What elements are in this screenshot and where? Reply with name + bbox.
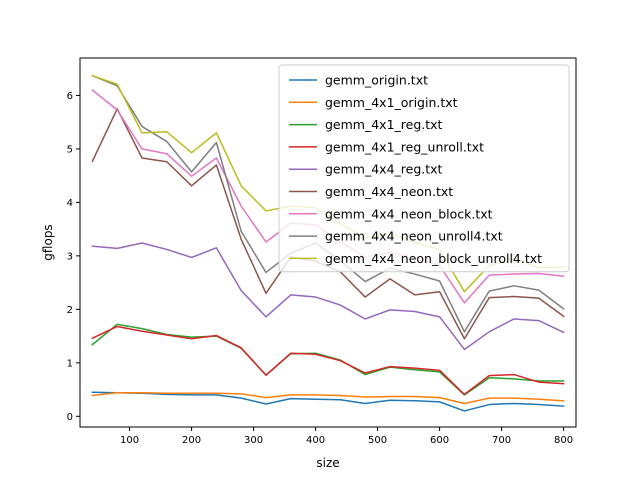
x-tick-label: 700 <box>492 435 511 446</box>
y-tick-label: 0 <box>67 412 73 423</box>
legend-label: gemm_origin.txt <box>325 73 428 88</box>
legend-label: gemm_4x1_reg_unroll.txt <box>325 139 484 154</box>
y-tick-label: 6 <box>67 91 73 102</box>
legend-label: gemm_4x1_origin.txt <box>325 95 458 110</box>
x-tick-label: 100 <box>120 435 139 446</box>
x-tick-label: 600 <box>430 435 449 446</box>
x-tick-label: 800 <box>554 435 573 446</box>
x-tick-label: 200 <box>182 435 201 446</box>
series-line-2 <box>91 392 565 405</box>
legend: gemm_origin.txt gemm_4x1_origin.txt gemm_4… <box>278 64 570 273</box>
y-axis: 0 1 2 3 4 5 6 <box>67 91 80 423</box>
y-tick-label: 5 <box>67 144 73 155</box>
y-tick-label: 4 <box>67 198 73 209</box>
x-tick-label: 400 <box>306 435 325 446</box>
legend-label: gemm_4x4_neon.txt <box>325 184 453 199</box>
legend-box <box>278 64 570 273</box>
legend-label: gemm_4x4_neon_block_unroll4.txt <box>325 251 542 266</box>
y-tick-label: 3 <box>67 251 73 262</box>
x-axis: 100 200 300 400 500 600 700 800 <box>120 427 573 446</box>
legend-label: gemm_4x4_neon_block.txt <box>325 206 493 221</box>
legend-label: gemm_4x1_reg.txt <box>325 117 443 132</box>
y-axis-label: gflops <box>41 224 55 260</box>
legend-label: gemm_4x4_neon_unroll4.txt <box>325 229 503 244</box>
series-line-4 <box>91 325 565 396</box>
legend-label: gemm_4x4_reg.txt <box>325 162 443 177</box>
x-tick-label: 500 <box>368 435 387 446</box>
series-line-1 <box>91 391 565 412</box>
y-tick-label: 1 <box>67 358 73 369</box>
x-axis-label: size <box>316 456 339 470</box>
x-tick-label: 300 <box>244 435 263 446</box>
plot-frame <box>79 57 577 428</box>
series-line-5 <box>91 242 565 351</box>
y-tick-label: 2 <box>67 305 73 316</box>
